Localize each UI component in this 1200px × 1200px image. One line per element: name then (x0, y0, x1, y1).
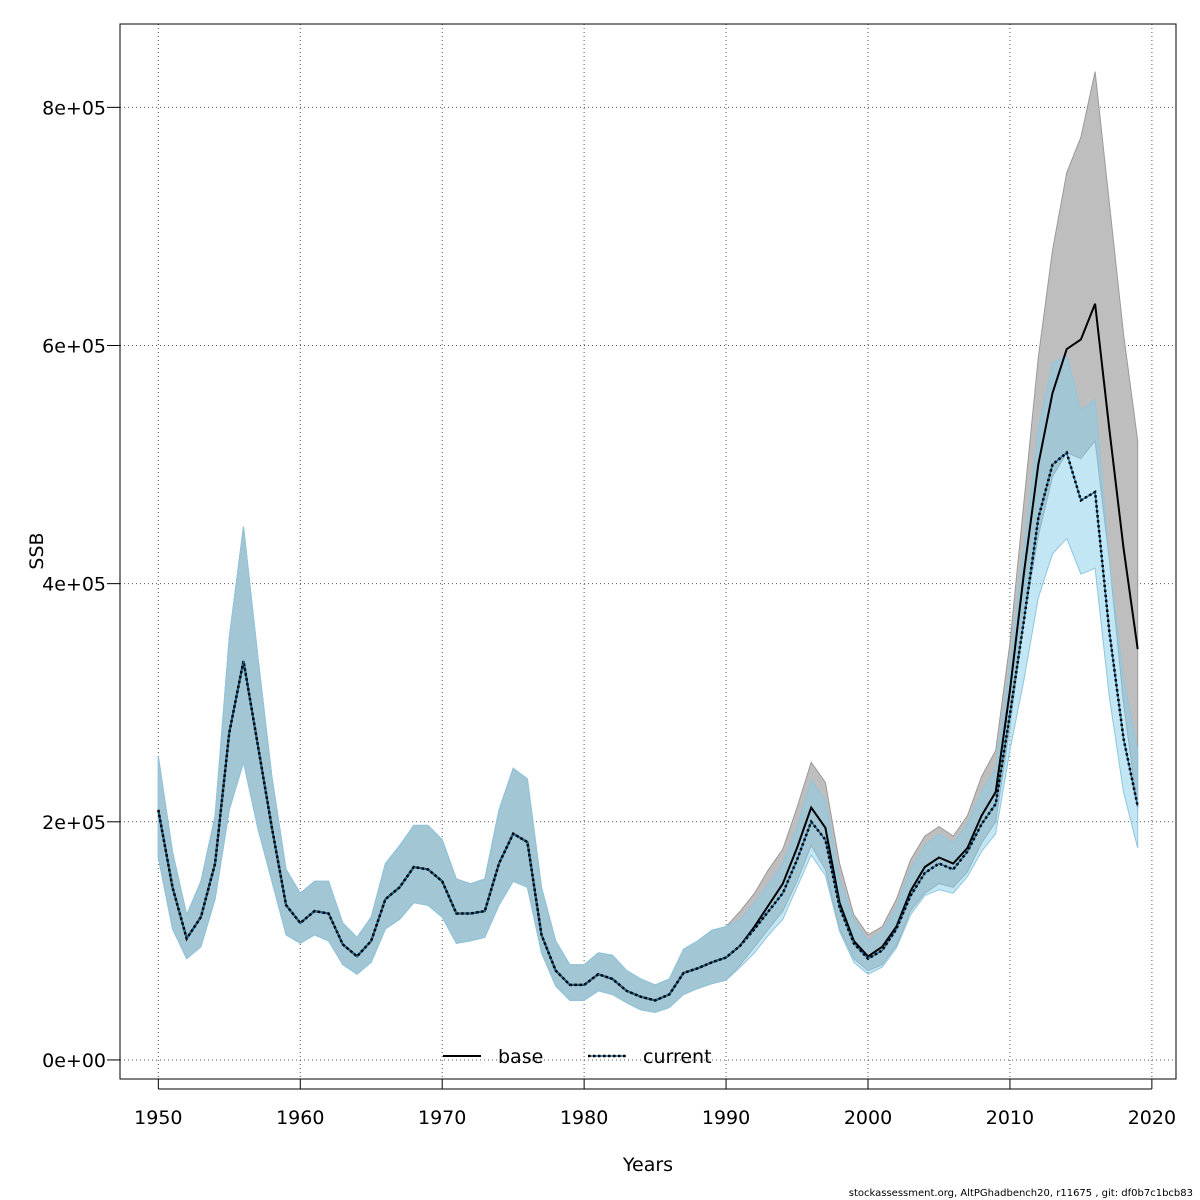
grid-lines (120, 24, 1176, 1079)
x-tick-label-1990: 1990 (702, 1107, 750, 1129)
confidence-bands (157, 71, 1139, 1013)
current-confidence-band (157, 354, 1139, 1013)
legend: base current (443, 1046, 712, 1068)
x-tick-label-1950: 1950 (134, 1107, 182, 1129)
legend-label-current: current (643, 1046, 712, 1068)
series-lines (157, 303, 1139, 1002)
x-tick-label-1980: 1980 (560, 1107, 608, 1129)
y-tick-label-0: 0e+00 (42, 1050, 106, 1072)
x-tick-label-1970: 1970 (418, 1107, 466, 1129)
x-tick-label-1960: 1960 (276, 1107, 324, 1129)
footer-credit: stockassessment.org, AltPGhadbench20, r1… (849, 1188, 1193, 1199)
current-line (157, 450, 1139, 1002)
legend-label-base: base (498, 1046, 543, 1068)
y-tick-label-3: 6e+05 (42, 336, 106, 358)
x-axis-title: Years (622, 1154, 673, 1176)
base-confidence-band (157, 71, 1139, 1013)
current-line-inner (157, 451, 1139, 1002)
x-axis: 1950 1960 1970 1980 1990 2000 2010 2020 (134, 1079, 1176, 1129)
y-axis-title: SSB (26, 532, 48, 569)
y-axis: 0e+00 2e+05 4e+05 6e+05 8e+05 (42, 97, 120, 1072)
plot-frame (119, 23, 1177, 1080)
x-tick-label-2000: 2000 (844, 1107, 892, 1129)
y-tick-label-1: 2e+05 (42, 812, 106, 834)
x-tick-label-2010: 2010 (986, 1107, 1034, 1129)
x-tick-label-2020: 2020 (1128, 1107, 1176, 1129)
y-tick-label-4: 8e+05 (42, 97, 106, 119)
y-tick-label-2: 4e+05 (42, 574, 106, 596)
